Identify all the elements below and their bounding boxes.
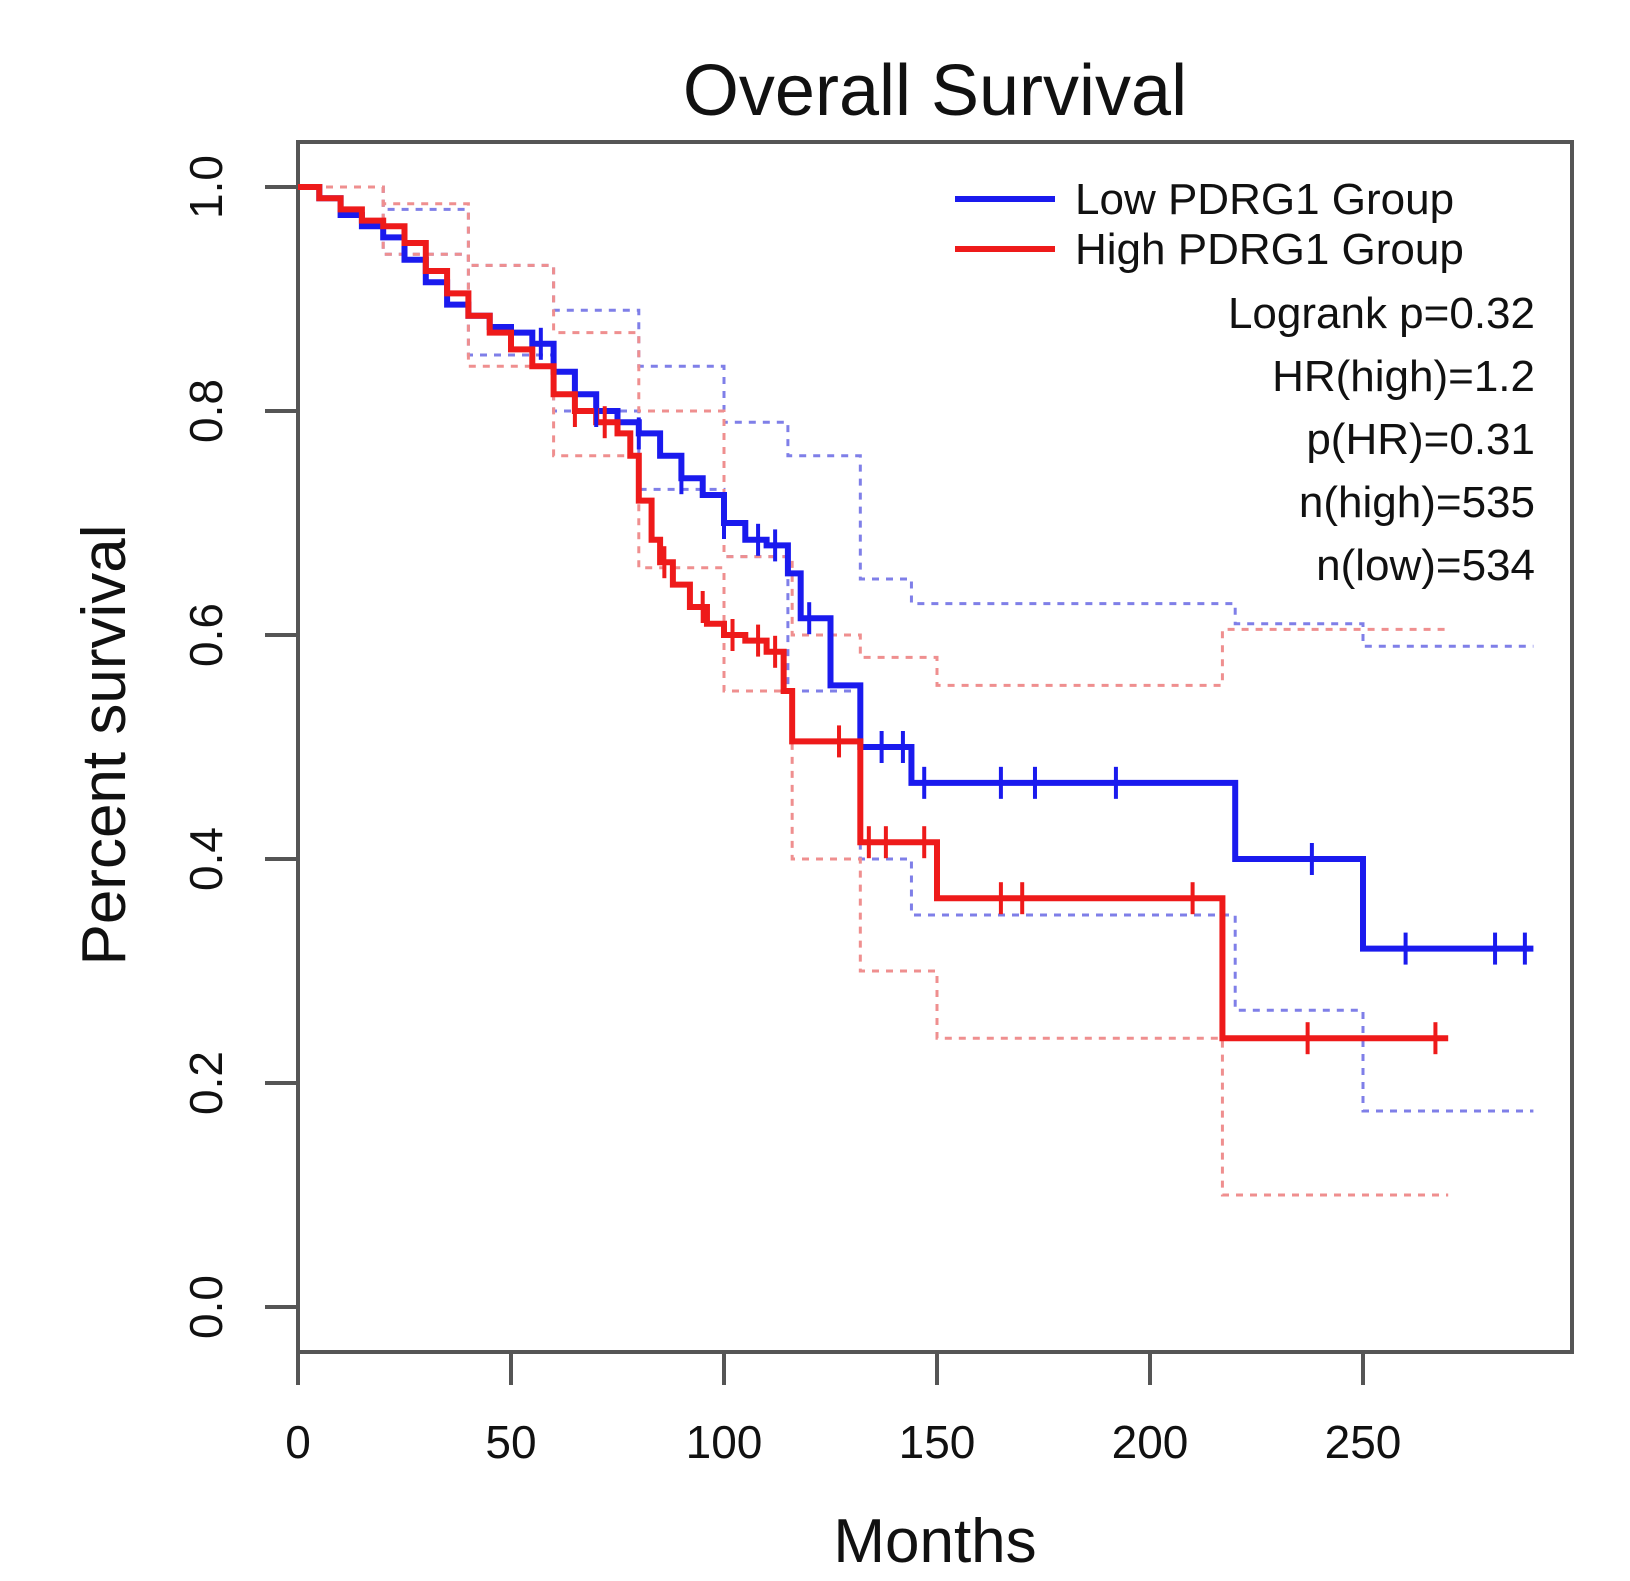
- n-high-annotation: n(high)=535: [1299, 478, 1535, 527]
- y-tick-label-5: 1.0: [180, 155, 232, 219]
- chart-title: Overall Survival: [683, 51, 1187, 131]
- survival-curve-low: [298, 184, 1534, 952]
- y-tick-label-2: 0.4: [180, 827, 232, 891]
- y-axis: 0.0 0.2 0.4 0.6 0.8 1.0: [180, 155, 298, 1339]
- censor-marks: [538, 327, 1527, 1055]
- y-tick-label-4: 0.8: [180, 379, 232, 443]
- y-tick-label-1: 0.2: [180, 1051, 232, 1115]
- survival-curve-high: [298, 184, 1449, 1042]
- x-tick-label-1: 50: [485, 1416, 536, 1468]
- legend: Low PDRG1 Group High PDRG1 Group: [955, 175, 1464, 274]
- x-tick-label-3: 150: [899, 1416, 976, 1468]
- legend-label-high: High PDRG1 Group: [1075, 225, 1464, 274]
- hr-pvalue-annotation: p(HR)=0.31: [1306, 415, 1535, 464]
- ci-upper-high: [298, 185, 1449, 687]
- y-tick-label-0: 0.0: [180, 1275, 232, 1339]
- ci-lower-high: [298, 185, 1449, 1197]
- y-axis-label: Percent survival: [70, 524, 139, 965]
- x-tick-label-4: 200: [1112, 1416, 1189, 1468]
- legend-label-low: Low PDRG1 Group: [1075, 175, 1454, 224]
- hazard-ratio-annotation: HR(high)=1.2: [1272, 352, 1535, 401]
- ci-upper-low: [298, 185, 1534, 648]
- n-low-annotation: n(low)=534: [1316, 541, 1535, 590]
- x-tick-label-5: 250: [1325, 1416, 1402, 1468]
- y-tick-label-3: 0.6: [180, 603, 232, 667]
- x-tick-label-0: 0: [285, 1416, 311, 1468]
- survival-curves: [298, 184, 1534, 1042]
- x-axis: 0 50 100 150 200 250: [285, 1352, 1401, 1468]
- x-tick-label-2: 100: [686, 1416, 763, 1468]
- statistics-annotations: Logrank p=0.32 HR(high)=1.2 p(HR)=0.31 n…: [1228, 289, 1535, 590]
- logrank-annotation: Logrank p=0.32: [1228, 289, 1535, 338]
- x-axis-label: Months: [833, 1507, 1036, 1576]
- confidence-bands: [298, 185, 1534, 1197]
